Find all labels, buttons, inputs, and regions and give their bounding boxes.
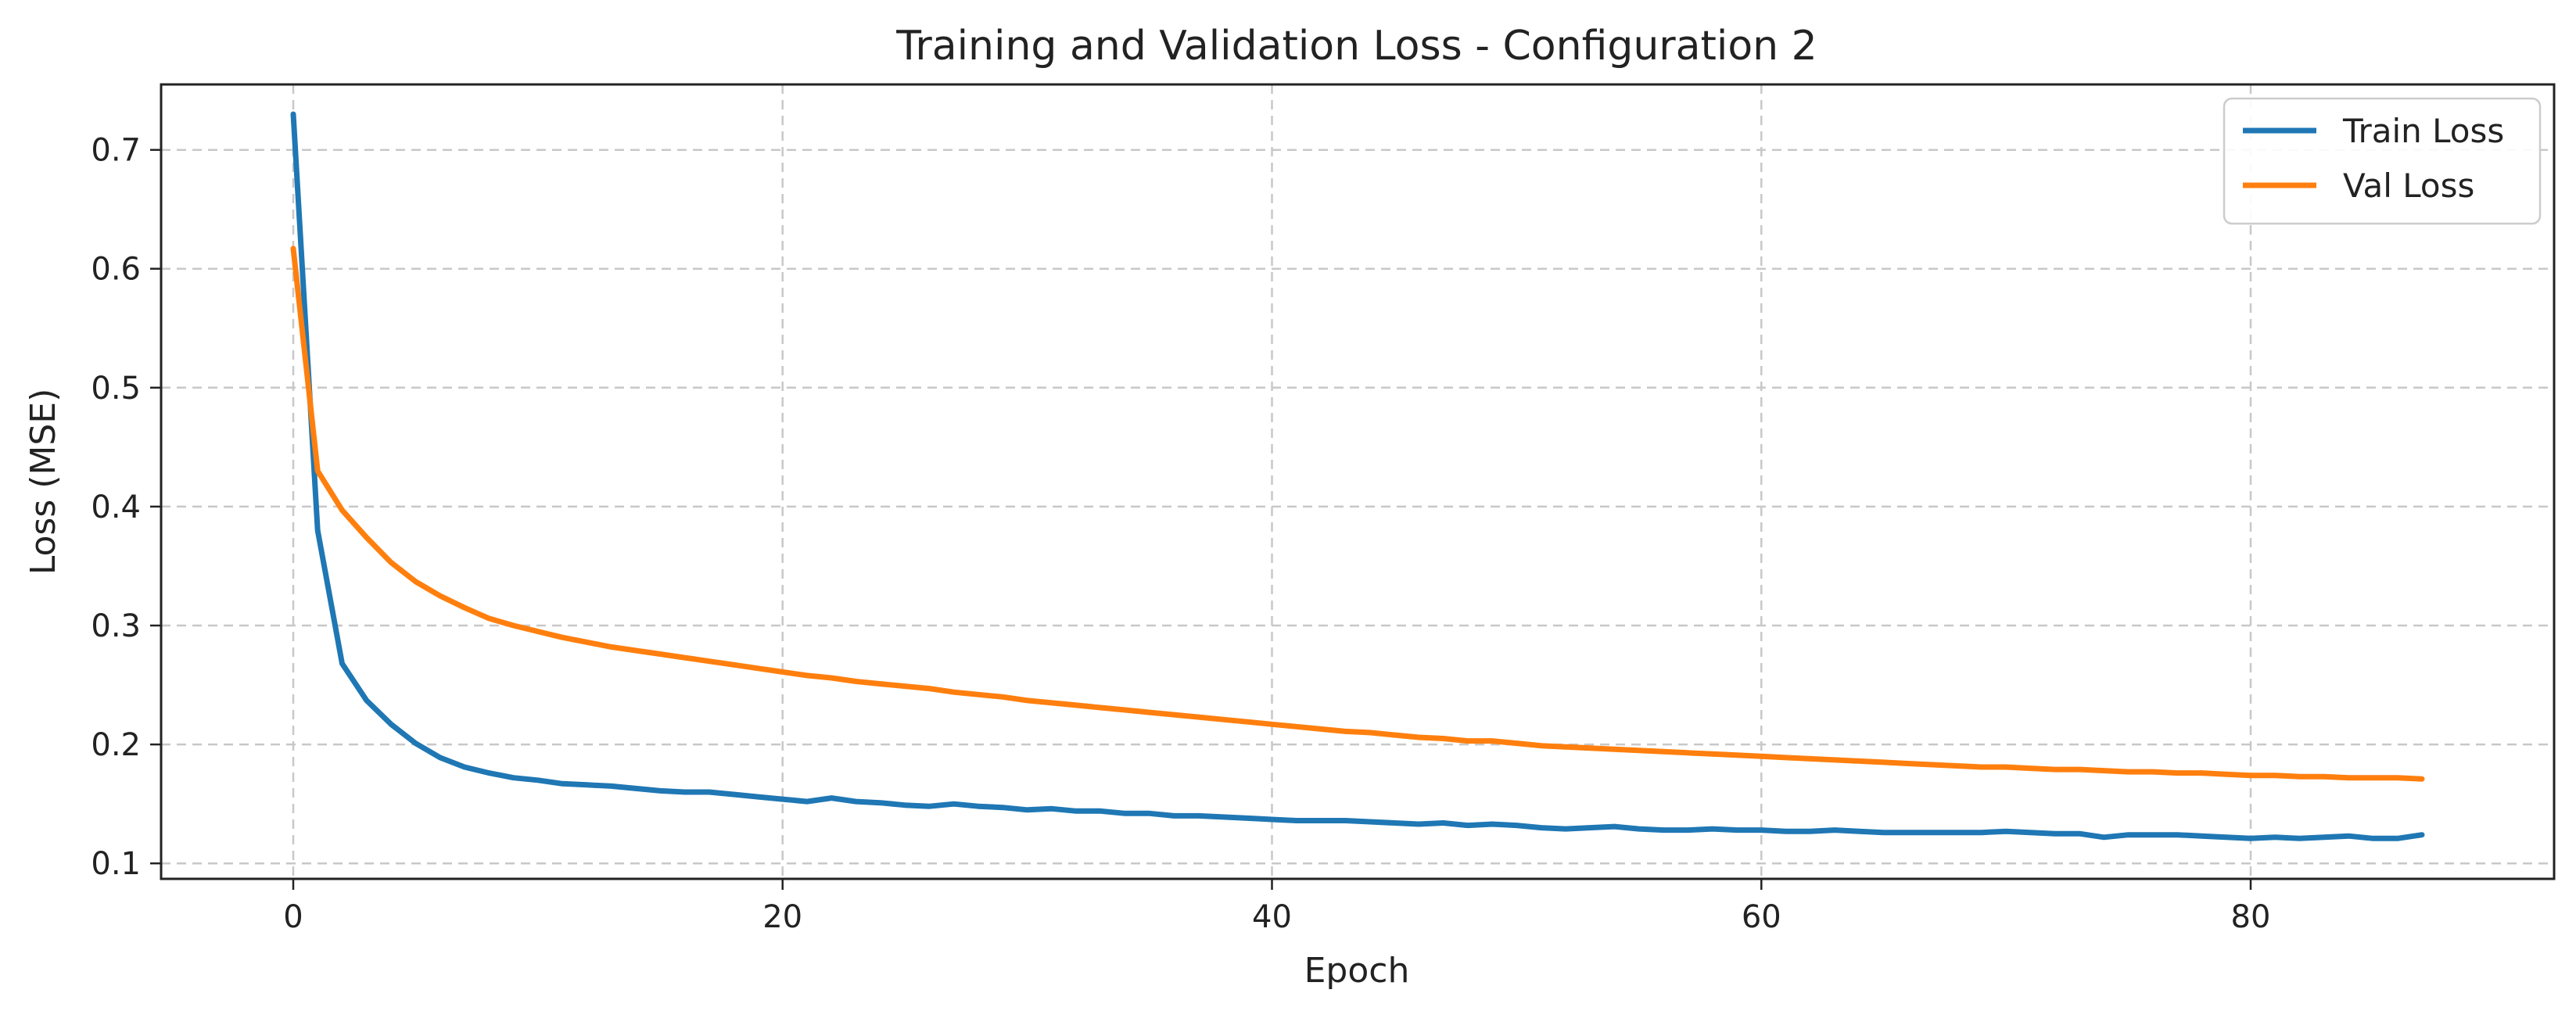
y-axis-label: Loss (MSE) xyxy=(23,389,63,575)
series-line-val-loss xyxy=(290,246,2425,782)
x-tick-label: 40 xyxy=(1252,899,1292,935)
x-axis-label: Epoch xyxy=(1304,951,1410,991)
x-tick-label: 60 xyxy=(1742,899,1781,935)
y-tick-label: 0.2 xyxy=(91,727,141,763)
x-tick-label: 0 xyxy=(283,899,303,935)
x-tick-label: 80 xyxy=(2231,899,2271,935)
plot-area-frame xyxy=(160,83,2556,880)
y-tick-label: 0.5 xyxy=(91,371,141,407)
chart-title: Training and Validation Loss - Configura… xyxy=(895,23,1817,70)
y-tick-label: 0.3 xyxy=(91,608,141,644)
y-tick-label: 0.6 xyxy=(91,252,141,288)
ticks-layer: 0 20 40 60 80 0.1 0.2 0.3 0.4 0.5 0.6 0.7 xyxy=(91,133,2270,935)
legend: Train Loss Val Loss xyxy=(2223,97,2542,225)
grid-layer xyxy=(161,84,2554,879)
series-line-train-loss xyxy=(290,111,2425,841)
y-tick-label: 0.7 xyxy=(91,133,141,169)
x-tick-label: 20 xyxy=(762,899,802,935)
legend-label-train-loss: Train Loss xyxy=(2342,112,2504,150)
series-layer xyxy=(290,111,2425,841)
legend-label-val-loss: Val Loss xyxy=(2343,167,2474,205)
y-tick-label: 0.4 xyxy=(91,489,141,525)
y-tick-label: 0.1 xyxy=(91,846,141,882)
